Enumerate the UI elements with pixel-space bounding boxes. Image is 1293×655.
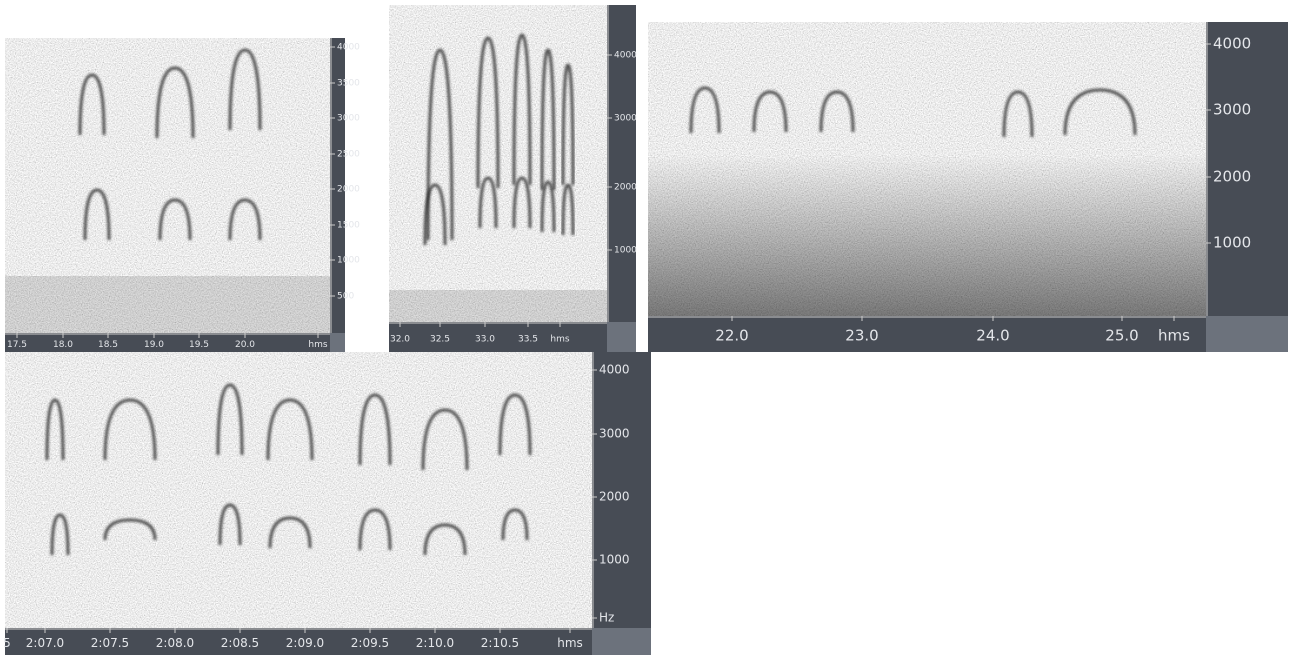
x-tick-label: 25.0 (1105, 327, 1138, 345)
axis-corner (330, 333, 345, 352)
x-tick-label: 2:08.0 (156, 636, 194, 650)
x-tick-label: hms (557, 636, 583, 650)
y-tick-label: 1000 (614, 246, 637, 256)
x-tick-label: 23.0 (845, 327, 878, 345)
x-tick-label: 19.5 (189, 340, 209, 350)
spectrogram (5, 352, 592, 628)
y-tick-label: 2000 (599, 490, 630, 504)
x-tick-label: 2:10.0 (416, 636, 454, 650)
x-tick-label: hms (308, 340, 327, 350)
y-tick-label: 1500 (337, 221, 360, 231)
x-tick-label: 2:09.0 (286, 636, 324, 650)
y-tick-label: 4000 (599, 363, 630, 377)
time-axis (389, 322, 607, 352)
y-tick-label: 4000 (337, 43, 360, 53)
y-tick-label: 3000 (614, 114, 637, 124)
x-tick-label: 32.5 (430, 335, 450, 345)
x-tick-label: 33.5 (518, 335, 538, 345)
x-tick-label: 20.0 (235, 340, 255, 350)
y-tick-label: 2000 (614, 183, 637, 193)
noise-band (5, 276, 330, 333)
x-tick-label: 2:08.5 (221, 636, 259, 650)
axis-corner (1206, 316, 1288, 352)
x-tick-label: 18.5 (98, 340, 118, 350)
x-tick-label: 2:07.0 (26, 636, 64, 650)
x-tick-label: 2:09.5 (351, 636, 389, 650)
x-tick-label: 32.0 (390, 335, 410, 345)
y-tick-label: 2000 (1213, 168, 1251, 186)
x-tick-label: 24.0 (976, 327, 1009, 345)
x-tick-label: 19.0 (144, 340, 164, 350)
y-tick-label: 1000 (1213, 234, 1251, 252)
y-tick-label: 3500 (337, 79, 360, 89)
axis-corner (607, 322, 636, 352)
x-tick-label: hms (1158, 327, 1190, 345)
y-tick-label: 3000 (599, 427, 630, 441)
y-tick-label: 3000 (337, 114, 360, 124)
spectrogram-collage: 4000 3500 3000 2500 2000 1500 1000 500 17.5 18.0 1… (0, 0, 1293, 655)
y-tick-label: Hz (599, 611, 614, 625)
y-tick-label: 1000 (337, 256, 360, 266)
x-tick-label: 17.5 (7, 340, 27, 350)
y-tick-label: 3000 (1213, 101, 1251, 119)
y-tick-label: 2500 (337, 150, 360, 160)
axis-corner (592, 628, 651, 655)
x-tick-label: 2:07.5 (91, 636, 129, 650)
y-tick-label: 4000 (614, 51, 637, 61)
x-tick-label: 33.0 (475, 335, 495, 345)
x-tick-label: hms (550, 335, 569, 345)
x-tick-label: 5 (3, 636, 11, 650)
y-tick-label: 4000 (1213, 35, 1251, 53)
noise-floor (648, 22, 1206, 316)
x-tick-label: 18.0 (53, 340, 73, 350)
y-tick-label: 500 (337, 292, 354, 302)
x-tick-label: 22.0 (715, 327, 748, 345)
x-tick-label: 2:10.5 (481, 636, 519, 650)
y-tick-label: 1000 (599, 553, 630, 567)
noise-band (389, 290, 607, 322)
y-tick-label: 2000 (337, 185, 360, 195)
